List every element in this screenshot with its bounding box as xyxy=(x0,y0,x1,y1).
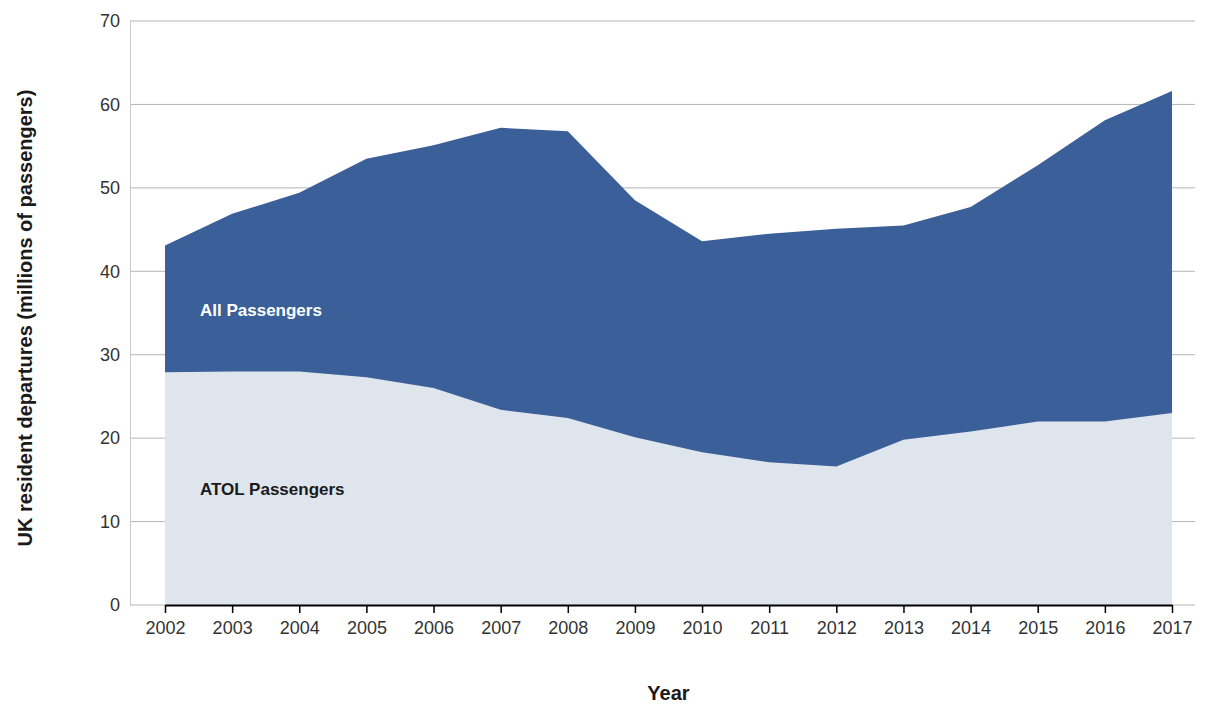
x-tick-label: 2002 xyxy=(145,618,185,638)
x-tick-mark xyxy=(836,605,838,613)
x-tick-mark xyxy=(299,605,301,613)
plot-area xyxy=(165,91,1172,605)
x-tick-mark xyxy=(500,605,502,613)
x-tick-label: 2013 xyxy=(884,618,924,638)
x-tick-label: 2012 xyxy=(817,618,857,638)
x-tick: 2003 xyxy=(213,605,253,638)
x-tick-label: 2011 xyxy=(750,618,789,638)
x-tick: 2006 xyxy=(414,605,454,638)
x-tick-mark xyxy=(1037,605,1039,613)
grid xyxy=(130,21,1195,605)
x-tick-label: 2015 xyxy=(1018,618,1058,638)
y-tick-label: 20 xyxy=(100,428,120,448)
grid-line xyxy=(130,605,1195,606)
y-axis: 0 10 20 30 40 50 60 70 xyxy=(100,11,131,615)
x-tick: 2002 xyxy=(145,605,185,638)
x-tick-mark xyxy=(702,605,704,613)
area xyxy=(165,371,1172,605)
x-tick-mark xyxy=(366,605,368,613)
x-tick-label: 2009 xyxy=(615,618,655,638)
y-axis-title: UK resident departures (millions of pass… xyxy=(14,90,36,547)
y-tick: 50 xyxy=(100,178,130,198)
x-tick-mark xyxy=(165,605,167,613)
y-axis-line xyxy=(130,22,131,606)
x-tick-mark xyxy=(903,605,905,613)
y-tick: 0 xyxy=(110,595,130,615)
x-tick-label: 2007 xyxy=(481,618,521,638)
y-tick-label: 40 xyxy=(100,262,120,282)
x-tick: 2015 xyxy=(1018,605,1058,638)
x-tick-label: 2004 xyxy=(280,618,320,638)
x-tick: 2004 xyxy=(280,605,320,638)
x-tick-mark xyxy=(635,605,637,613)
y-tick-label: 60 xyxy=(100,95,120,115)
grid-line xyxy=(130,21,1195,22)
x-tick-mark xyxy=(1105,605,1107,613)
x-axis-line xyxy=(166,605,1173,607)
x-tick: 2009 xyxy=(615,605,655,638)
y-tick: 10 xyxy=(100,512,130,532)
x-axis: 2002 2003 2004 2005 2006 2007 2008 2009 2010 2011… xyxy=(145,605,1192,638)
y-tick: 40 xyxy=(100,262,130,282)
y-tick-label: 0 xyxy=(110,595,120,615)
x-tick-label: 2008 xyxy=(548,618,588,638)
x-tick: 2005 xyxy=(347,605,387,638)
y-tick: 60 xyxy=(100,95,130,115)
x-tick-mark xyxy=(1172,605,1174,613)
x-tick-label: 2017 xyxy=(1152,618,1192,638)
x-tick: 2017 xyxy=(1152,605,1192,638)
x-tick: 2010 xyxy=(683,605,723,638)
x-tick-mark xyxy=(568,605,570,613)
x-tick: 2007 xyxy=(481,605,521,638)
x-tick: 2013 xyxy=(884,605,924,638)
x-tick: 2011 xyxy=(750,605,789,638)
y-tick-label: 50 xyxy=(100,178,120,198)
x-tick-label: 2016 xyxy=(1085,618,1125,638)
x-tick: 2008 xyxy=(548,605,588,638)
grid-line xyxy=(130,104,1195,105)
y-tick: 70 xyxy=(100,11,130,31)
series-label: All Passengers xyxy=(200,301,322,320)
x-tick-label: 2005 xyxy=(347,618,387,638)
x-tick-mark xyxy=(769,605,771,613)
x-axis-title: Year xyxy=(647,682,689,704)
x-tick-label: 2010 xyxy=(683,618,723,638)
x-tick: 2016 xyxy=(1085,605,1125,638)
x-tick-label: 2006 xyxy=(414,618,454,638)
series-labels: All Passengers ATOL Passengers xyxy=(200,301,345,499)
y-tick-label: 30 xyxy=(100,345,120,365)
x-tick: 2014 xyxy=(951,605,991,638)
y-tick: 20 xyxy=(100,428,130,448)
x-tick-label: 2003 xyxy=(213,618,253,638)
x-tick-mark xyxy=(433,605,435,613)
x-tick: 2012 xyxy=(817,605,857,638)
x-tick-label: 2014 xyxy=(951,618,991,638)
series-label: ATOL Passengers xyxy=(200,480,345,499)
y-tick-label: 10 xyxy=(100,512,120,532)
x-tick-mark xyxy=(232,605,234,613)
chart: All PassengersATOL Passengers20022003200… xyxy=(0,0,1209,716)
area xyxy=(165,91,1172,605)
y-tick-label: 70 xyxy=(100,11,120,31)
y-tick: 30 xyxy=(100,345,130,365)
x-tick-mark xyxy=(970,605,972,613)
